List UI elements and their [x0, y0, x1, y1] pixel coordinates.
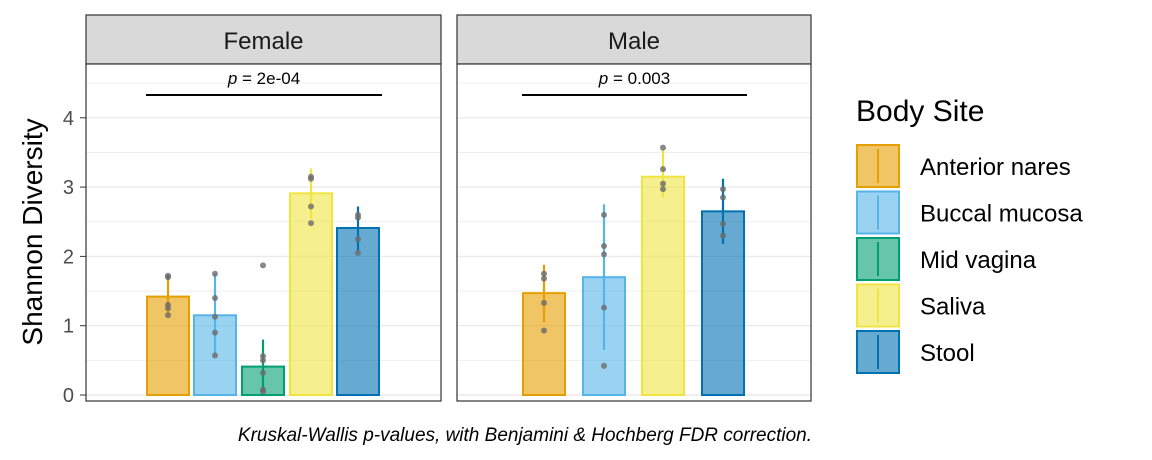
- facet-strip: [456, 14, 812, 65]
- p-value-label: p = 0.003: [598, 69, 670, 88]
- data-point: [601, 211, 607, 218]
- data-point: [260, 388, 266, 395]
- legend-item-anterior-nares: Anterior nares: [856, 144, 1071, 188]
- data-point: [720, 194, 726, 201]
- bar-group-saliva: [641, 144, 685, 396]
- panel-female: Female p = 2e-04: [85, 14, 442, 402]
- data-point: [660, 186, 666, 193]
- data-point: [212, 329, 218, 336]
- data-point: [212, 352, 218, 359]
- p-value-symbol: p: [598, 69, 608, 88]
- data-point: [260, 353, 266, 360]
- data-point: [660, 180, 666, 187]
- y-tick-label: 1: [63, 316, 74, 338]
- bar-group-stool: [701, 178, 745, 396]
- bar-group-anterior-nares: [522, 264, 566, 396]
- legend-label: Saliva: [920, 294, 986, 321]
- y-axis-title: Shannon Diversity: [17, 118, 48, 345]
- legend-item-saliva: Saliva: [856, 283, 986, 328]
- y-axis-label: Shannon Diversity: [17, 118, 48, 345]
- bar-group-mid-vagina: [241, 262, 285, 397]
- data-point: [165, 274, 171, 281]
- data-point: [541, 270, 547, 277]
- p-value-label: p = 2e-04: [227, 69, 300, 88]
- legend-label: Anterior nares: [920, 154, 1071, 181]
- bar-saliva: [641, 175, 685, 396]
- data-point: [541, 327, 547, 334]
- p-value-text: = 2e-04: [237, 69, 300, 88]
- facet-label: Male: [608, 28, 660, 55]
- legend-item-mid-vagina: Mid vagina: [856, 237, 1037, 281]
- bar-group-stool: [336, 206, 380, 396]
- panel-border: [456, 63, 812, 402]
- y-tick-label: 4: [63, 108, 74, 130]
- bar-group-buccal-mucosa: [193, 270, 237, 396]
- y-axis-ticks: 0 1 2 3 4: [63, 108, 86, 407]
- legend-label: Buccal mucosa: [920, 201, 1083, 228]
- data-point: [601, 304, 607, 311]
- legend-item-buccal-mucosa: Buccal mucosa: [856, 190, 1083, 235]
- data-point: [308, 175, 314, 182]
- data-point: [660, 144, 666, 151]
- data-point: [720, 186, 726, 193]
- data-point: [260, 262, 266, 269]
- bar-group-anterior-nares: [146, 272, 190, 396]
- data-point: [165, 305, 171, 312]
- data-point: [355, 214, 361, 221]
- data-point: [660, 166, 666, 173]
- p-value-symbol: p: [227, 69, 237, 88]
- legend: Body Site Anterior nares Buccal mucosa Mid …: [856, 95, 1083, 374]
- data-point: [720, 232, 726, 239]
- legend-label: Stool: [920, 340, 975, 367]
- data-point: [601, 251, 607, 258]
- data-point: [260, 357, 266, 364]
- bar-saliva: [289, 192, 333, 396]
- data-point: [308, 220, 314, 227]
- bar-group-buccal-mucosa: [582, 204, 626, 396]
- data-point: [308, 203, 314, 210]
- y-tick-label: 2: [63, 246, 74, 268]
- legend-title: Body Site: [856, 95, 984, 128]
- data-point: [541, 275, 547, 282]
- data-point: [355, 236, 361, 243]
- data-point: [355, 249, 361, 256]
- facet-strip: [85, 14, 442, 65]
- caption-group: Kruskal-Wallis p-values, with Benjamini …: [238, 425, 812, 446]
- legend-label: Mid vagina: [920, 247, 1037, 274]
- panel-border: [85, 63, 442, 402]
- data-point: [601, 362, 607, 369]
- facet-label: Female: [223, 28, 303, 55]
- data-point: [212, 294, 218, 301]
- y-tick-label: 3: [63, 177, 74, 199]
- p-value-text: = 0.003: [608, 69, 670, 88]
- data-point: [212, 270, 218, 277]
- panel-background: [457, 64, 811, 401]
- data-point: [212, 313, 218, 320]
- legend-item-stool: Stool: [856, 330, 975, 374]
- data-point: [165, 312, 171, 319]
- data-point: [541, 299, 547, 306]
- bar-group-saliva: [289, 168, 333, 396]
- data-point: [260, 369, 266, 376]
- data-point: [720, 220, 726, 227]
- y-tick-label: 0: [63, 385, 74, 407]
- data-point: [601, 243, 607, 250]
- caption: Kruskal-Wallis p-values, with Benjamini …: [238, 425, 812, 446]
